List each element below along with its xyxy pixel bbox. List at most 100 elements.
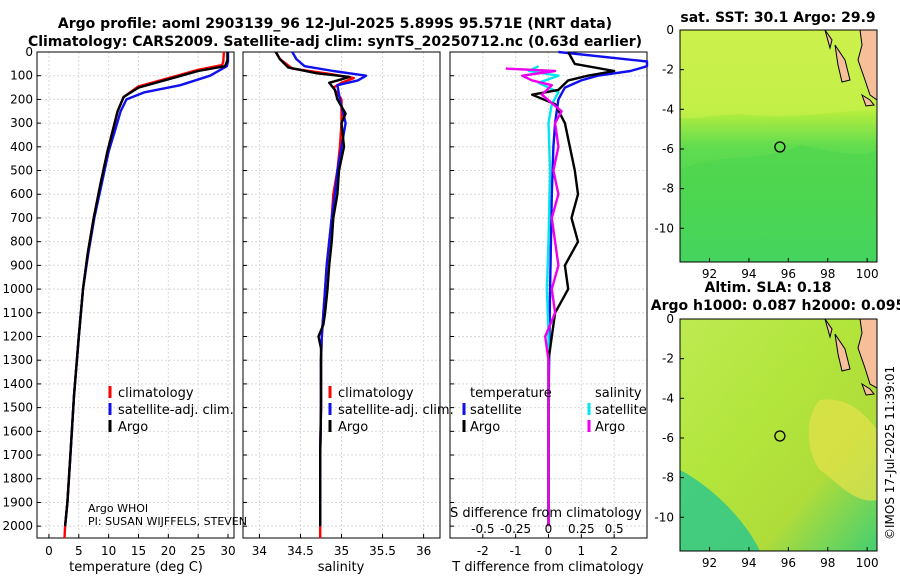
map-xtick-label: 92: [702, 267, 717, 281]
difference-series: [505, 50, 649, 527]
figure-title-line1: Argo profile: aoml 2903139_96 12-Jul-202…: [58, 16, 612, 32]
ytick-label: 100: [10, 69, 33, 83]
sla-map-frame: [679, 318, 878, 552]
map-xtick-label: 96: [781, 267, 796, 281]
xtick-label: 10: [101, 544, 116, 558]
map-xtick-label: 100: [856, 267, 879, 281]
ytick-label: 1100: [2, 306, 33, 320]
sst-cool-patch: [680, 145, 877, 262]
map-ytick-label: -8: [662, 182, 674, 196]
series-line-salinity-satellite: [527, 65, 560, 527]
map-xtick-label: 98: [820, 556, 835, 570]
salinity-diff-tick-label: 0.5: [605, 522, 624, 536]
ytick-label: 600: [10, 187, 33, 201]
xtick-label: 0: [545, 544, 553, 558]
series-line-salinity-argo: [505, 67, 563, 527]
ytick-label: 2000: [2, 519, 33, 533]
legend-label: Argo: [595, 420, 625, 435]
ytick-label: 1700: [2, 448, 33, 462]
xtick-label: 35: [334, 544, 349, 558]
temperature-xlabel: temperature (deg C): [69, 560, 203, 575]
map-xtick-label: 96: [781, 556, 796, 570]
map-ytick-label: -6: [662, 431, 674, 445]
legend-label: climatology: [118, 386, 194, 401]
difference-xlabel2: S difference from climatology: [450, 506, 642, 521]
sla-map-subtitle: Argo h1000: 0.087 h2000: 0.095: [651, 298, 900, 314]
sla-coastline: [824, 318, 875, 396]
xtick-label: 30: [220, 544, 235, 558]
xtick-label: 36: [416, 544, 431, 558]
xtick-label: 34: [252, 544, 267, 558]
ytick-label: 1900: [2, 495, 33, 509]
temperature-series: [63, 51, 230, 539]
ytick-label: 1300: [2, 353, 33, 367]
difference-legend: temperature salinity satellite Argo satellit…: [462, 386, 647, 435]
legend-header: temperature: [470, 386, 552, 401]
sla-warm-patch: [808, 399, 877, 501]
legend-label: satellite: [470, 403, 522, 418]
series-line-argo: [63, 52, 229, 527]
credit-stamp: ©IMOS 17-Jul-2025 11:39:01: [883, 366, 897, 540]
map-ytick-label: -2: [662, 352, 674, 366]
map-ytick-label: 0: [666, 23, 674, 37]
xtick-label: -1: [510, 544, 522, 558]
xtick-label: 25: [191, 544, 206, 558]
ytick-label: 1200: [2, 329, 33, 343]
xtick-label: 1: [578, 544, 586, 558]
ytick-label: 0: [25, 45, 33, 59]
sla-argo-marker: [774, 430, 786, 442]
ytick-label: 400: [10, 140, 33, 154]
ytick-label: 1400: [2, 377, 33, 391]
ytick-label: 300: [10, 116, 33, 130]
salinity-xlabel: salinity: [318, 560, 365, 575]
temperature-axes-box: [36, 51, 235, 539]
ytick-label: 1600: [2, 424, 33, 438]
map-ytick-label: -10: [654, 510, 674, 524]
xtick-label: 20: [161, 544, 176, 558]
xtick-label: 34.5: [287, 544, 314, 558]
salinity-ticks: 34 34.5 35 35.5 36: [243, 51, 431, 558]
temperature-ticks: 0100200300400500600700800900100011001200…: [2, 45, 235, 558]
ytick-label: 900: [10, 258, 33, 272]
float-pi-label: PI: SUSAN WIJFFELS, STEVEN: [88, 515, 247, 528]
sst-warm-patch: [680, 30, 877, 119]
sla-map-ticks: 92 94 96 98 100 0 -2 -4 -6 -8 -10: [654, 312, 878, 570]
float-owner-label: Argo WHOI: [88, 502, 148, 515]
series-line-temperature-satellite: [547, 50, 649, 527]
map-xtick-label: 94: [741, 267, 756, 281]
xtick-label: 35.5: [369, 544, 396, 558]
temperature-legend: climatology satellite-adj. clim. Argo: [108, 386, 234, 435]
ytick-label: 1500: [2, 401, 33, 415]
ytick-label: 1800: [2, 472, 33, 486]
legend-label: Argo: [470, 420, 500, 435]
xtick-label: 2: [610, 544, 618, 558]
sst-argo-marker: [774, 141, 786, 153]
salinity-diff-tick-label: 0: [545, 522, 553, 536]
series-line-temperature-argo: [530, 51, 616, 527]
sla-map-title: Altim. SLA: 0.18: [704, 280, 831, 296]
legend-label: Argo: [338, 420, 368, 435]
ytick-label: 1000: [2, 282, 33, 296]
legend-label: satellite: [595, 403, 647, 418]
series-line-climatology: [63, 51, 226, 539]
sla-low-patch: [680, 470, 760, 551]
map-ytick-label: 0: [666, 312, 674, 326]
xtick-label: 0: [45, 544, 53, 558]
legend-header: salinity: [595, 386, 642, 401]
difference-panel: -2 -1 0 1 2 -0.5 -0.25 0 0.25 0.5 T difference fr…: [449, 50, 649, 575]
sst-coastline: [824, 29, 875, 107]
difference-ticks: -2 -1 0 1 2 -0.5 -0.25 0 0.25 0.5: [450, 51, 624, 558]
xtick-label: 15: [131, 544, 146, 558]
map-ytick-label: -4: [662, 102, 674, 116]
salinity-panel: 34 34.5 35 35.5 36 salinity climatology satel…: [242, 51, 454, 575]
map-xtick-label: 98: [820, 267, 835, 281]
map-ytick-label: -8: [662, 471, 674, 485]
map-ytick-label: -4: [662, 391, 674, 405]
sst-map-title: sat. SST: 30.1 Argo: 29.9: [680, 10, 875, 26]
ytick-label: 800: [10, 235, 33, 249]
ytick-label: 200: [10, 92, 33, 106]
salinity-diff-tick-label: 0.25: [568, 522, 595, 536]
legend-label: climatology: [338, 386, 414, 401]
ytick-label: 500: [10, 164, 33, 178]
